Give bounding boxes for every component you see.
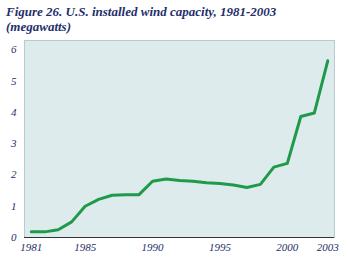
svg-text:1985: 1985 xyxy=(74,241,97,253)
svg-text:1981: 1981 xyxy=(20,241,42,253)
svg-text:6: 6 xyxy=(11,43,17,55)
svg-text:2: 2 xyxy=(11,168,17,180)
svg-text:1: 1 xyxy=(11,200,17,212)
svg-text:2003: 2003 xyxy=(317,241,340,253)
svg-text:5: 5 xyxy=(11,75,17,87)
html-text:Figure 26. U.S. installed wind: Figure 26. U.S. installed wind capacity,… xyxy=(6,4,277,19)
svg-text:1990: 1990 xyxy=(142,241,165,253)
html-text:(megawatts): (megawatts) xyxy=(6,19,71,34)
svg-text:1995: 1995 xyxy=(209,241,232,253)
svg-text:2000: 2000 xyxy=(276,241,299,253)
svg-text:0: 0 xyxy=(11,231,17,243)
svg-text:4: 4 xyxy=(11,106,17,118)
svg-text:3: 3 xyxy=(10,137,17,149)
